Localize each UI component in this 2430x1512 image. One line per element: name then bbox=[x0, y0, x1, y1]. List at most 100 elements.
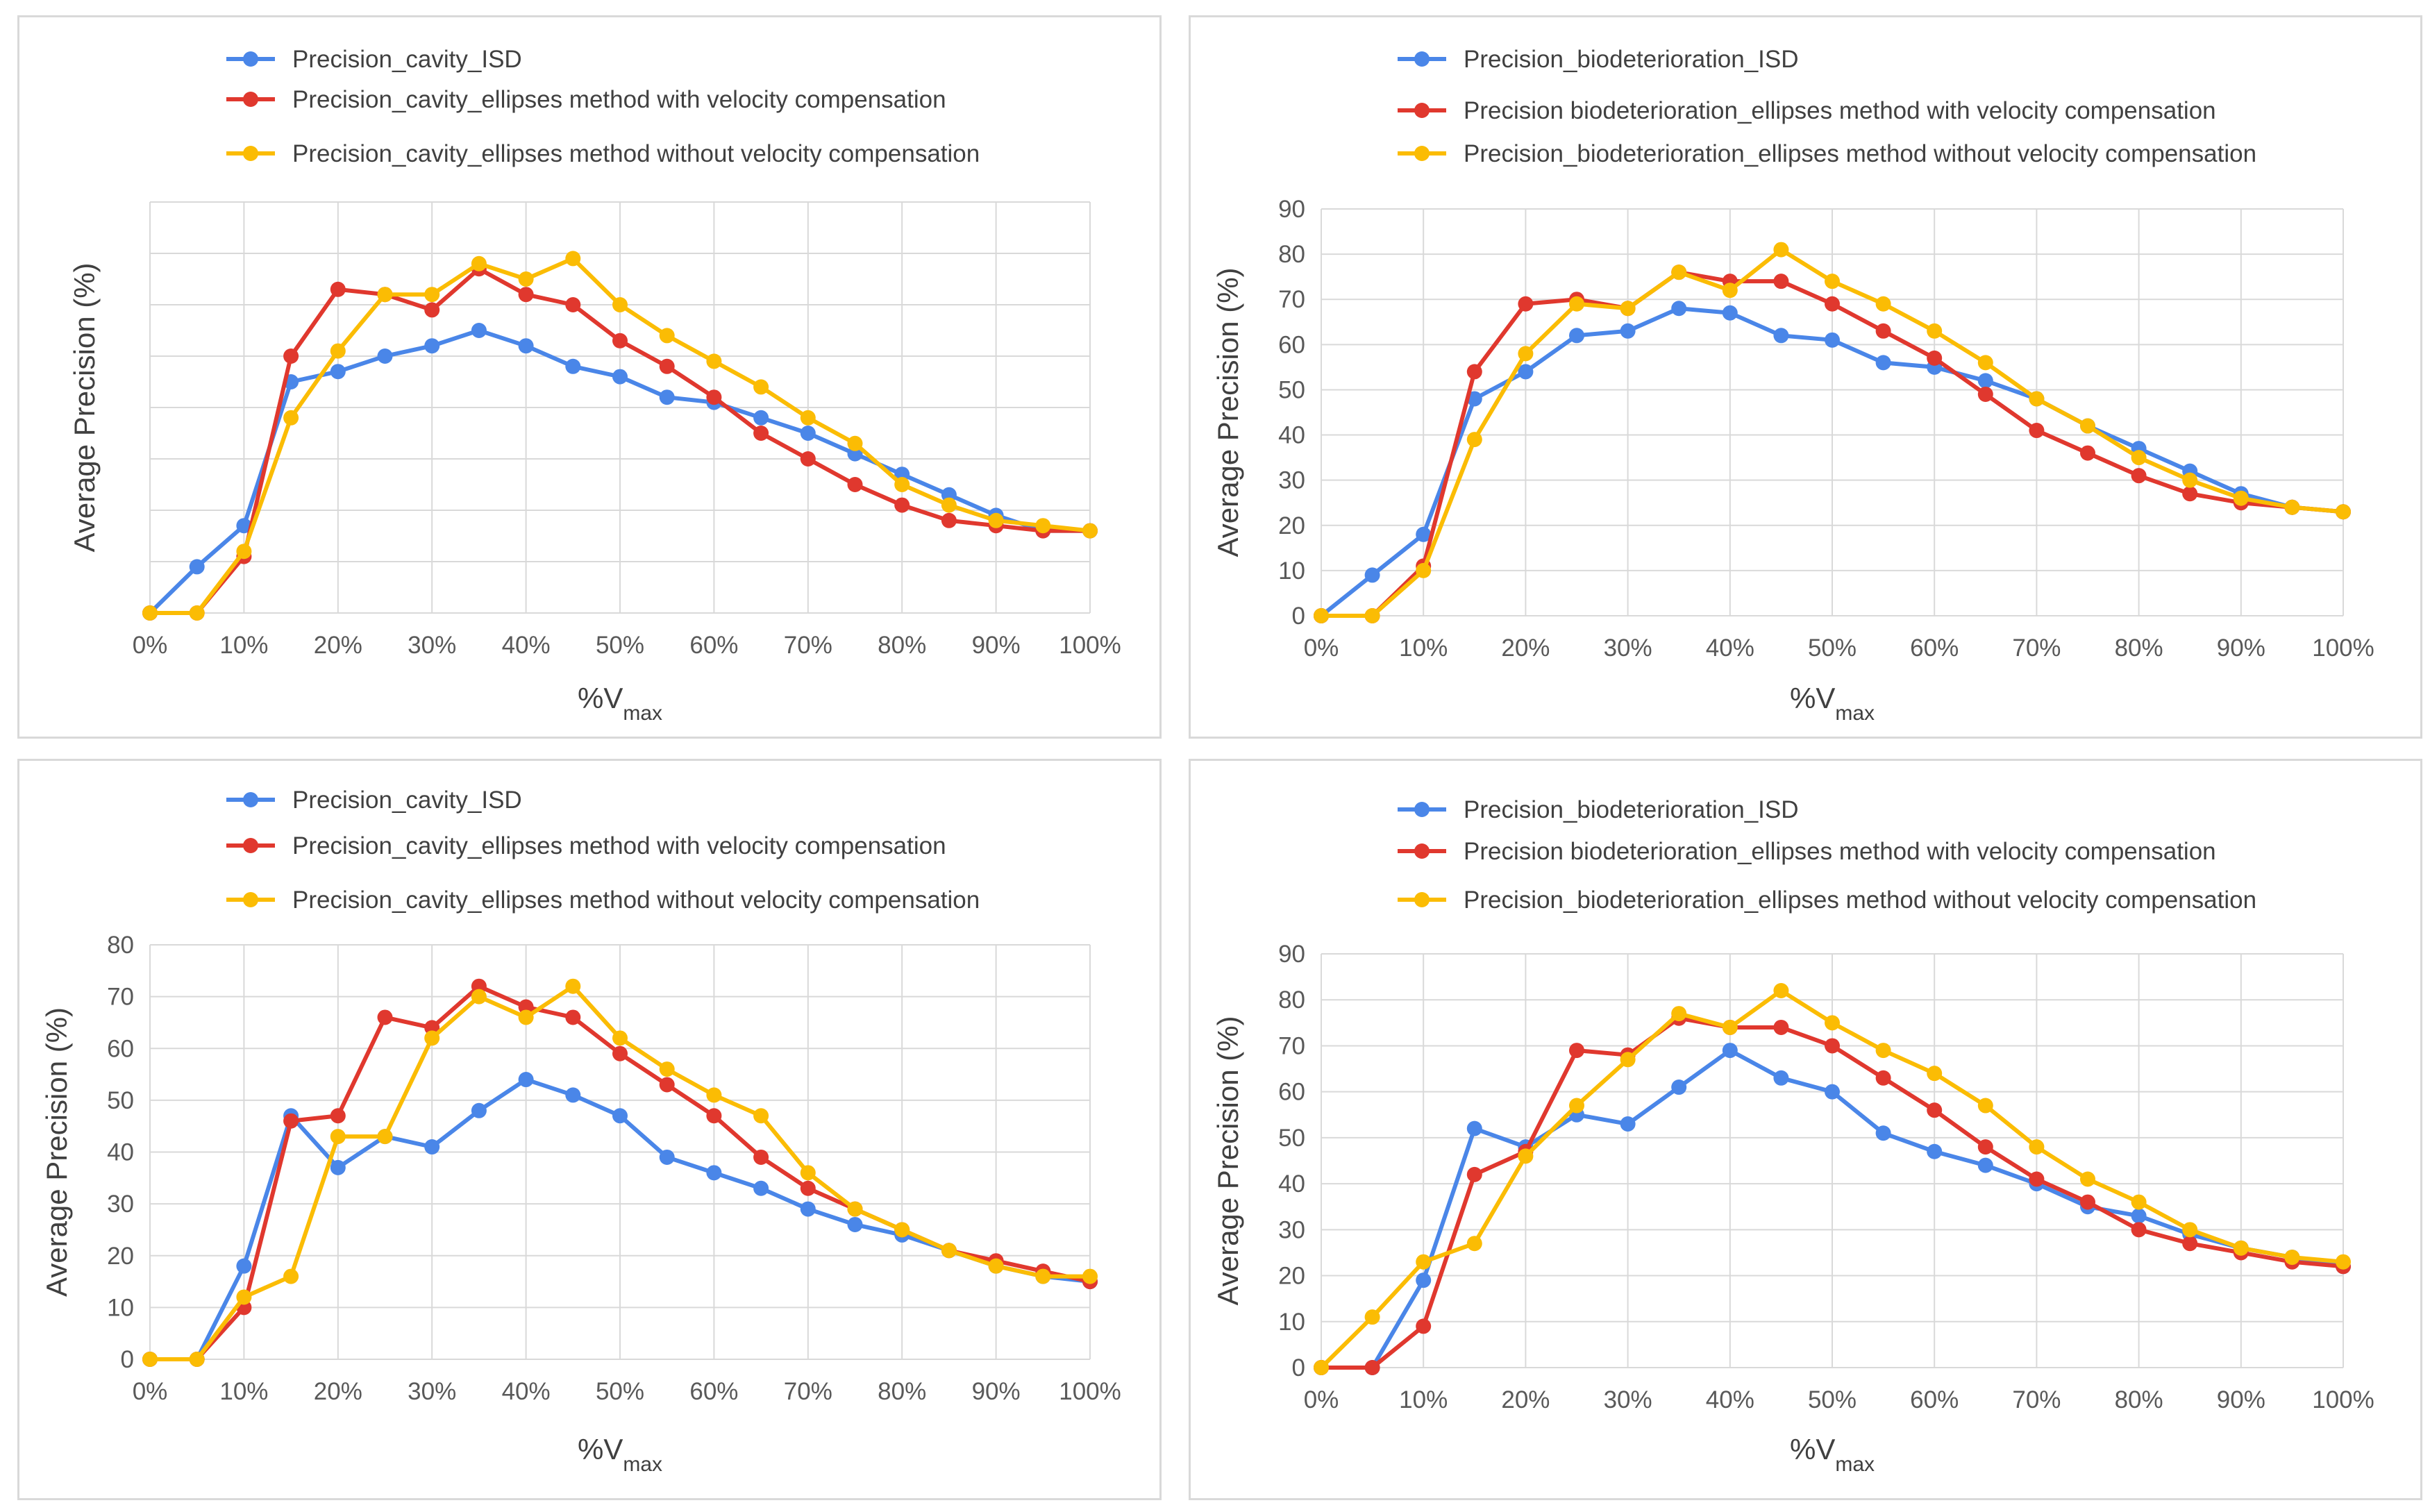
chart-svg: 0 10 20 30 40 50 60 70 80 0% 10% 20% 30% 40% 50% 60% 70%… bbox=[40, 787, 1121, 1476]
data-point bbox=[1773, 1070, 1789, 1086]
x-tick-label: 0% bbox=[1304, 635, 1339, 662]
data-point bbox=[847, 435, 863, 451]
data-point bbox=[518, 287, 534, 303]
data-point bbox=[2131, 450, 2147, 466]
data-point bbox=[1927, 323, 1943, 339]
legend-swatch-marker bbox=[1414, 802, 1430, 817]
data-point bbox=[330, 1108, 346, 1124]
gridlines bbox=[1321, 208, 2344, 616]
x-axis-title-main: %V bbox=[1790, 1433, 1835, 1465]
x-tick-label: 10% bbox=[1399, 1386, 1448, 1413]
data-point bbox=[1466, 1120, 1482, 1136]
data-point bbox=[612, 1030, 628, 1046]
legend-item: Precision biodeterioration_ellipses meth… bbox=[1398, 97, 2216, 124]
data-point bbox=[2182, 486, 2198, 502]
legend-label: Precision_biodeterioration_ellipses meth… bbox=[1464, 140, 2256, 167]
data-point bbox=[1364, 1360, 1380, 1375]
data-point bbox=[753, 1149, 769, 1165]
x-axis-title-subscript: max bbox=[623, 1453, 662, 1476]
data-point bbox=[659, 328, 675, 344]
data-point bbox=[2080, 1171, 2095, 1187]
data-point bbox=[1927, 1143, 1943, 1159]
legend-label: Precision_cavity_ISD bbox=[292, 787, 522, 814]
x-tick-label: 80% bbox=[2115, 1386, 2163, 1413]
data-point bbox=[1927, 1066, 1943, 1082]
data-point bbox=[142, 1352, 158, 1367]
data-point bbox=[1927, 350, 1943, 366]
data-point bbox=[1825, 1038, 1840, 1054]
y-tick-label: 60 bbox=[1278, 1079, 1305, 1106]
data-point bbox=[2284, 499, 2300, 515]
data-point bbox=[941, 512, 957, 528]
chart-svg: 0 10 20 30 40 50 60 70 80 90 0% 10% 20% 30% 40% 50% 60% 7… bbox=[1212, 46, 2374, 725]
x-tick-label: 70% bbox=[2012, 1386, 2061, 1413]
x-tick-label: 20% bbox=[1501, 1386, 1550, 1413]
x-tick-label: 50% bbox=[1808, 1386, 1857, 1413]
data-point bbox=[1825, 274, 1840, 289]
data-point bbox=[894, 477, 910, 492]
data-point bbox=[2080, 1194, 2095, 1210]
data-point bbox=[800, 426, 816, 441]
y-tick-label: 0 bbox=[1292, 603, 1305, 630]
data-point bbox=[2029, 423, 2045, 439]
data-point bbox=[283, 348, 299, 364]
x-axis-title-subscript: max bbox=[1835, 702, 1875, 725]
data-point bbox=[2131, 1208, 2147, 1224]
data-point bbox=[471, 1102, 487, 1118]
legend-label: Precision_cavity_ellipses method without… bbox=[292, 140, 980, 167]
data-point bbox=[1466, 391, 1482, 407]
y-axis-title: Average Precision (%) bbox=[40, 1007, 73, 1297]
y-tick-label: 0 bbox=[121, 1346, 134, 1373]
data-point bbox=[1977, 1098, 1993, 1114]
x-tick-label: 20% bbox=[314, 632, 362, 659]
data-point bbox=[753, 1108, 769, 1124]
gridlines bbox=[1321, 953, 2344, 1368]
data-point bbox=[612, 1045, 628, 1061]
chart-panel-cavity-bottom: 0 10 20 30 40 50 60 70 80 0% 10% 20% 30% 40% 50% 60% 70%… bbox=[17, 759, 1162, 1500]
x-tick-label: 10% bbox=[219, 632, 268, 659]
data-point bbox=[2080, 445, 2095, 461]
data-point bbox=[1416, 1272, 1432, 1288]
legend: Precision_biodeterioration_ISD Precision … bbox=[1398, 46, 2256, 167]
gridlines bbox=[149, 944, 1091, 1360]
data-point bbox=[1569, 1098, 1584, 1114]
data-point bbox=[1825, 1084, 1840, 1100]
x-tick-label: 10% bbox=[219, 1378, 268, 1405]
legend-item: Precision_cavity_ellipses method with ve… bbox=[226, 86, 946, 113]
x-tick-label: 60% bbox=[689, 632, 738, 659]
x-tick-label: 100% bbox=[1059, 1378, 1121, 1405]
data-point bbox=[800, 1180, 816, 1196]
data-point bbox=[142, 605, 158, 621]
x-tick-label: 30% bbox=[1604, 1386, 1652, 1413]
x-tick-label: 50% bbox=[596, 1378, 644, 1405]
data-point bbox=[1569, 296, 1584, 312]
data-point bbox=[847, 477, 863, 492]
data-point bbox=[1875, 323, 1891, 339]
y-tick-label: 30 bbox=[1278, 467, 1305, 494]
y-tick-label: 80 bbox=[1278, 986, 1305, 1014]
data-point bbox=[1875, 355, 1891, 371]
data-point bbox=[236, 1258, 252, 1274]
data-point bbox=[1722, 1019, 1738, 1035]
data-point bbox=[2029, 1139, 2045, 1155]
data-point bbox=[2336, 504, 2351, 520]
data-point bbox=[706, 353, 722, 369]
data-point bbox=[1569, 1043, 1584, 1059]
data-point bbox=[847, 1201, 863, 1217]
data-point bbox=[424, 302, 440, 318]
legend-swatch-marker bbox=[1414, 51, 1430, 67]
x-tick-label: 100% bbox=[1059, 632, 1121, 659]
data-point bbox=[1620, 323, 1636, 339]
gridlines bbox=[149, 201, 1091, 614]
data-point bbox=[424, 1139, 440, 1155]
data-point bbox=[283, 1113, 299, 1129]
data-point bbox=[283, 1268, 299, 1284]
x-tick-label: 100% bbox=[2312, 1386, 2374, 1413]
x-axis-title: %Vmax bbox=[578, 1433, 662, 1476]
x-axis-title-main: %V bbox=[578, 1433, 623, 1465]
legend-label: Precision_cavity_ISD bbox=[292, 46, 522, 73]
x-axis-title-subscript: max bbox=[623, 702, 662, 725]
data-point bbox=[2284, 1250, 2300, 1266]
data-point bbox=[1722, 1043, 1738, 1059]
data-point bbox=[189, 1352, 205, 1367]
